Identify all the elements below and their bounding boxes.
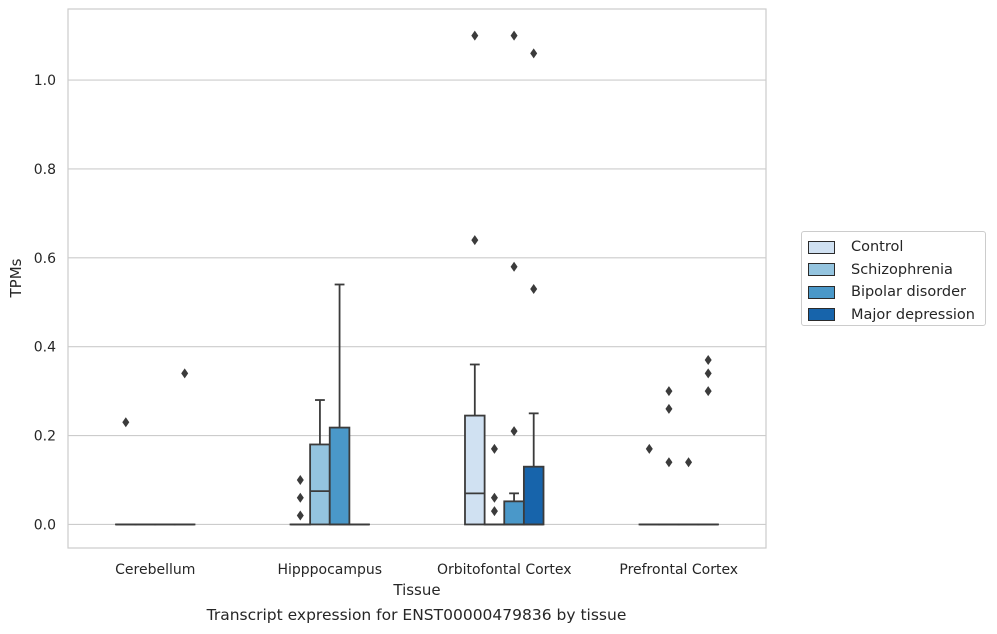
legend-label: Major depression [851,306,975,323]
box-0 [115,417,137,526]
box-body [328,426,351,526]
outlier-point [704,386,712,397]
box-body [309,443,331,526]
y-tick-label: 0.0 [34,517,56,533]
box-1 [483,443,506,526]
outlier-point [530,283,538,294]
outlier-point [510,261,518,272]
legend-swatch [808,285,835,299]
box-body [522,465,545,526]
box-body [464,414,486,526]
outlier-point [490,443,498,454]
outlier-point [510,30,518,41]
outlier-point [510,426,518,437]
x-axis-label: Tissue [392,581,440,599]
outlier-point [665,403,673,414]
box-3 [522,48,545,526]
y-tick-label: 1.0 [34,73,56,89]
outlier-point [665,457,673,468]
outlier-point [645,443,653,454]
legend-item-schizophrenia: Schizophrenia [808,259,985,282]
legend-item-control: Control [808,236,985,259]
outlier-point [530,48,538,59]
box-0 [464,30,486,526]
gridlines [68,79,766,525]
outlier-point [181,368,189,379]
x-tick-label: Cerebellum [115,562,195,578]
boxes [115,30,719,526]
outlier-point [704,355,712,366]
outlier-point [471,235,479,246]
y-axis-label: TPMs [7,258,25,298]
y-tick-label: 0.8 [34,162,56,178]
outlier-point [704,368,712,379]
outlier-point [296,510,304,521]
legend-swatch [808,308,835,322]
legend-swatch [808,240,835,254]
outlier-point [122,417,130,428]
legend-item-major-depression: Major depression [808,304,985,327]
outlier-point [685,457,693,468]
plot-frame [67,8,767,549]
box-2 [503,30,525,526]
box-3 [173,368,196,526]
y-tick-label: 0.4 [34,340,56,356]
box-3 [697,355,719,526]
outlier-point [296,492,304,503]
x-tick-label: Hipppocampus [277,562,382,578]
x-axis-ticks: Cerebellum Hipppocampus Orbitofontal Corte… [115,562,738,578]
y-tick-label: 0.6 [34,251,56,267]
box-1 [658,386,680,526]
y-axis-ticks: 0.0 0.2 0.4 0.6 0.8 1.0 [34,73,56,533]
box-2 [677,457,700,526]
outlier-point [490,506,498,517]
legend-swatch [808,263,835,277]
outlier-point [490,492,498,503]
box-1 [309,399,331,526]
x-tick-label: Prefrontal Cortex [619,562,738,578]
outlier-point [296,475,304,486]
legend-label: Schizophrenia [851,261,953,278]
box-0 [289,475,312,526]
box-0 [638,443,661,526]
outlier-point [665,386,673,397]
y-tick-label: 0.2 [34,429,56,445]
x-tick-label: Orbitofontal Cortex [437,562,572,578]
outlier-point [471,30,479,41]
box-2 [328,283,351,526]
legend-item-bipolar-disorder: Bipolar disorder [808,281,985,304]
legend: Control Schizophrenia Bipolar disorder M… [801,231,986,326]
legend-label: Control [851,239,904,256]
legend-label: Bipolar disorder [851,284,966,301]
chart-title: Transcript expression for ENST0000047983… [206,606,627,624]
box-body [503,500,525,526]
